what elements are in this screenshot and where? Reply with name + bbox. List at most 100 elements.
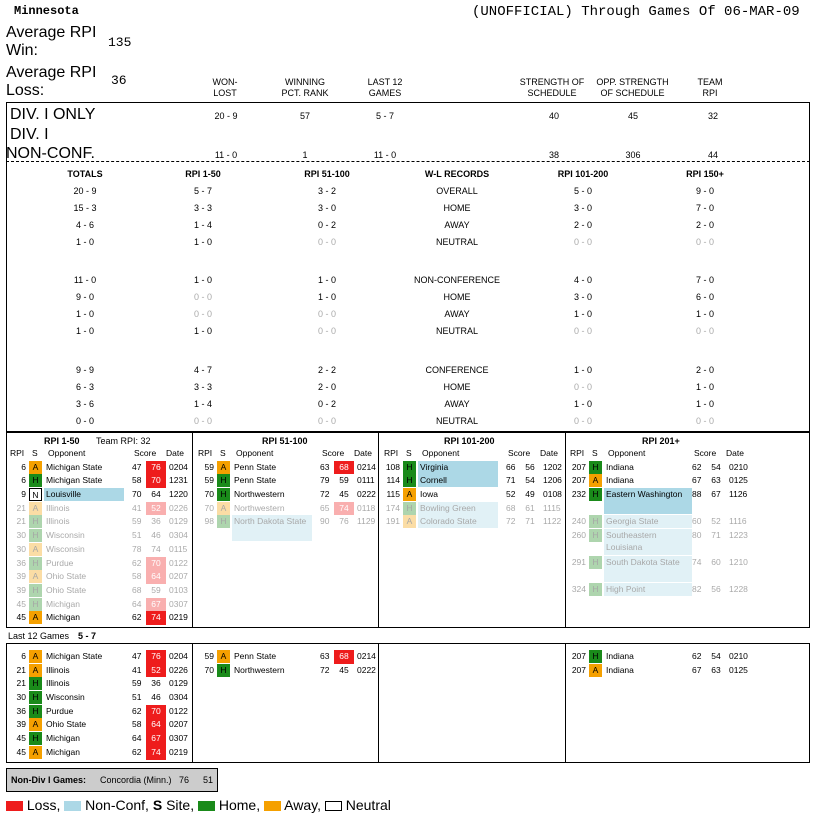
records-cell: NON-CONFERENCE: [413, 275, 500, 285]
legend-s: S: [152, 797, 163, 813]
l-divider-2: [378, 643, 379, 763]
avg-rpi-loss-label: Average RPI Loss:: [6, 64, 97, 99]
nondiv-opponent: Concordia (Minn.): [100, 775, 172, 785]
row-opponent: Ohio State: [46, 719, 87, 730]
row-rpi: 45: [16, 733, 26, 744]
row-opponent: Colorado State: [418, 515, 498, 529]
row-score-them: 63: [711, 664, 721, 675]
q-divider-1: [192, 432, 193, 628]
row-site-home: H: [589, 650, 602, 663]
nc-pct-rank: 1: [302, 150, 308, 160]
table-row: 232 H Eastern Washington 88 67 1126: [568, 488, 808, 515]
row-date: 0210: [729, 651, 748, 661]
records-cell: 1 - 0: [317, 292, 336, 302]
records-cell: 3 - 6: [75, 399, 94, 409]
q-divider-3: [565, 432, 566, 628]
records-cell: 3 - 0: [573, 203, 592, 213]
row-rpi: 45: [16, 746, 26, 757]
row-rpi: 6: [21, 475, 26, 486]
col-site: S: [592, 448, 598, 458]
row-site-home: H: [29, 529, 42, 543]
table-row: 108 H Virginia 66 56 1202: [382, 460, 564, 475]
records-cell: CONFERENCE: [425, 365, 489, 375]
records-cell: 7 - 0: [695, 203, 714, 213]
row-score-them: 60: [711, 556, 721, 567]
row-score-them: 52: [711, 516, 721, 527]
row-rpi: 59: [204, 461, 214, 472]
row-score-them: 46: [151, 692, 161, 703]
records-cell: 1 - 4: [193, 399, 212, 409]
row-score-them: 64: [151, 489, 161, 500]
records-cell: 0 - 0: [317, 309, 336, 319]
row-score-us: 70: [132, 489, 142, 500]
row-opponent: Michigan State: [46, 461, 103, 472]
row-site-away: A: [29, 570, 42, 584]
row-score-them: 71: [525, 516, 535, 527]
row-score-them: 74: [146, 745, 166, 760]
row-opponent: Michigan State: [46, 475, 103, 486]
row-score-them: 64: [146, 570, 166, 584]
table-row: 45 A Michigan 62 74 0219: [8, 745, 192, 760]
row-site-home: H: [29, 597, 42, 611]
row-opponent: South Dakota State: [604, 555, 692, 582]
records-cell: 0 - 2: [317, 399, 336, 409]
nc-sos: 38: [548, 150, 559, 160]
avg-rpi-loss-value: 36: [111, 73, 127, 88]
legend: Loss, Non-Conf, S Site, Home, Away, Neut…: [6, 797, 391, 813]
q2-table: RPI S Opponent Score Date 59 A Penn State 63 68 02…: [196, 447, 378, 542]
records-cell: AWAY: [444, 399, 470, 409]
col-score: Score: [134, 448, 157, 458]
row-score-them: 76: [146, 460, 166, 475]
col-site: S: [32, 448, 38, 458]
row-opponent: Wisconsin: [46, 543, 85, 554]
row-site-home: H: [217, 474, 230, 488]
records-cell: 0 - 0: [573, 382, 592, 392]
records-cell: 1 - 0: [695, 399, 714, 409]
row-score-us: 47: [132, 651, 142, 661]
row-opponent: Michigan: [46, 746, 81, 757]
records-cell: NEUTRAL: [435, 416, 478, 426]
avg-rpi-win-label: Average RPI Win:: [6, 24, 97, 59]
row-rpi: 240: [571, 516, 586, 527]
div1-nonconf-label1: DIV. I: [10, 126, 49, 143]
row-site-home: H: [29, 583, 42, 597]
row-score-them: 70: [146, 704, 166, 719]
legend-away: Away,: [284, 797, 321, 813]
records-header: TOTALS: [67, 169, 103, 179]
row-date: 1210: [729, 556, 748, 567]
row-opponent: Indiana: [606, 664, 634, 675]
records-cell: 6 - 3: [75, 382, 94, 392]
row-opponent: Wisconsin: [46, 692, 85, 703]
row-site-home: H: [589, 582, 602, 596]
row-date: 0222: [357, 664, 376, 675]
row-score-them: 54: [711, 651, 721, 661]
table-header: RPI S Opponent Score Date: [196, 447, 378, 461]
row-opponent: Michigan: [46, 598, 81, 609]
records-cell: 0 - 0: [695, 326, 714, 336]
row-site-away: A: [589, 474, 602, 488]
row-site-home: H: [589, 515, 602, 529]
last12-box: [6, 643, 810, 763]
row-date: 0125: [729, 664, 748, 675]
row-opponent: Penn State: [234, 475, 277, 486]
row-site-away: A: [29, 663, 42, 677]
row-score-us: 63: [320, 651, 330, 661]
row-score-them: 46: [151, 530, 161, 541]
row-date: 0304: [169, 530, 188, 541]
row-score-them: 71: [711, 529, 721, 540]
div1-last12: 5 - 7: [375, 111, 394, 121]
table-row: 30 H Wisconsin 51 46 0304: [8, 691, 192, 705]
row-score-us: 60: [692, 516, 702, 527]
nondiv-them: 51: [203, 775, 214, 785]
row-score-us: 59: [132, 516, 142, 527]
row-score-them: 70: [146, 474, 166, 489]
records-cell: 11 - 0: [73, 275, 97, 285]
row-date: 0307: [169, 598, 188, 609]
div1-rpi: 32: [707, 111, 718, 121]
row-score-us: 80: [692, 529, 702, 540]
records-cell: 7 - 0: [695, 275, 714, 285]
table-row: 39 A Ohio State 58 64 0207: [8, 718, 192, 733]
row-score-them: 67: [146, 732, 166, 746]
row-site-away: A: [29, 745, 42, 759]
records-cell: NEUTRAL: [435, 237, 478, 247]
